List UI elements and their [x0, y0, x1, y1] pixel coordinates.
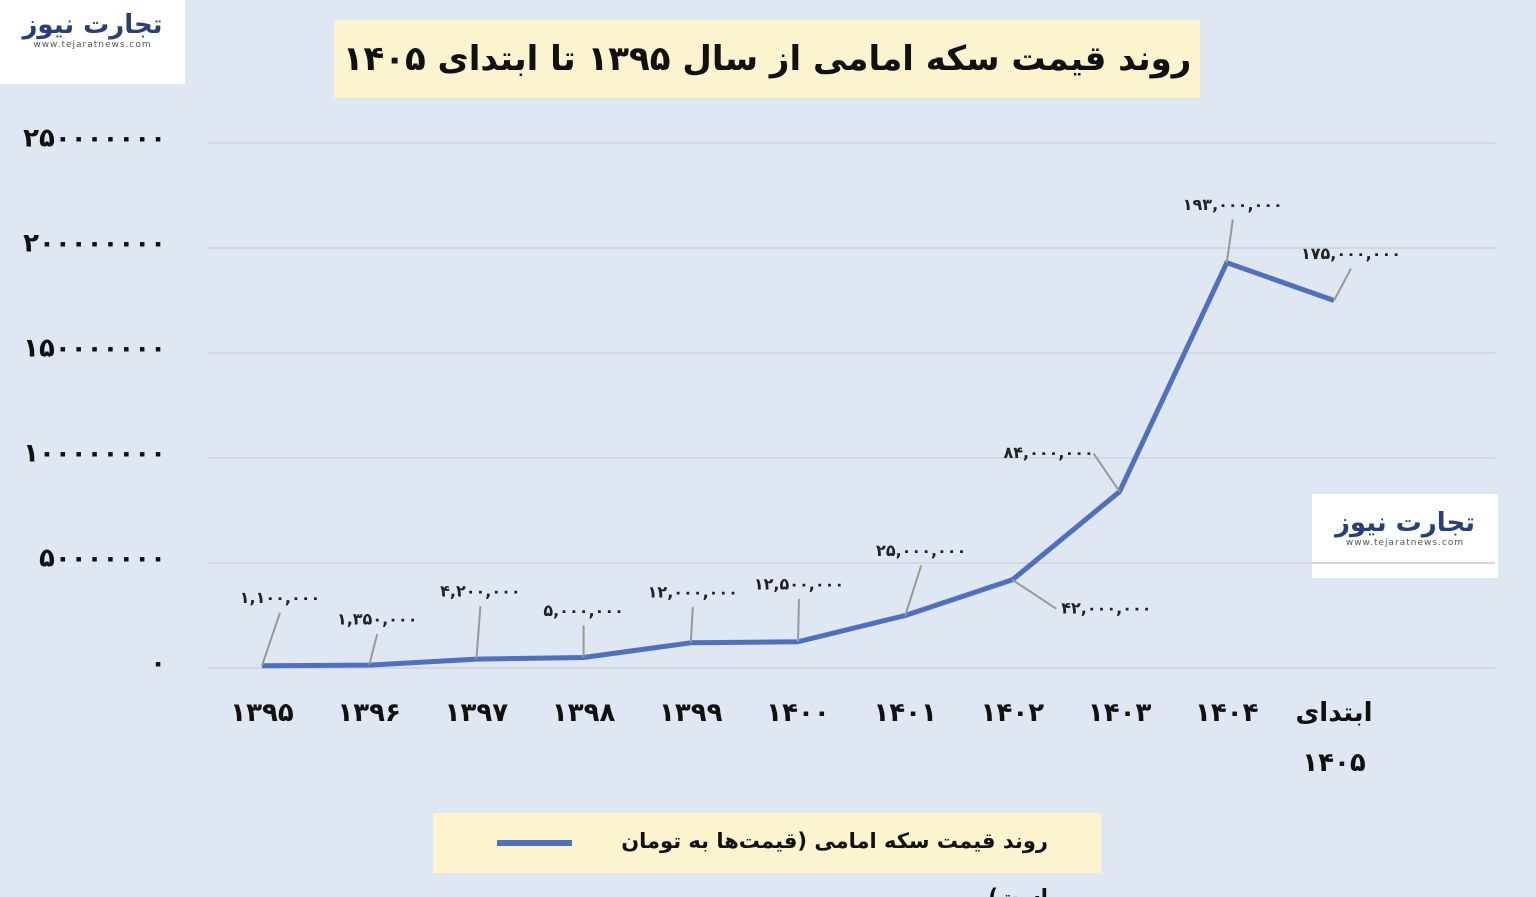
legend-label: روند قیمت سکه امامی (قیمت‌ها به تومان اس… [621, 829, 1048, 897]
y-tick-label: ۵۰۰۰۰۰۰۰ [39, 544, 166, 574]
data-label: ۸۴,۰۰۰,۰۰۰ [1003, 443, 1093, 462]
x-tick-label: ۱۴۰۲ [980, 698, 1045, 728]
x-tick-label: ۱۴۰۴ [1195, 698, 1259, 728]
data-label: ۲۵,۰۰۰,۰۰۰ [876, 541, 966, 560]
leader-line [797, 598, 800, 642]
x-tick-label: ۱۳۹۸ [551, 698, 616, 728]
x-tick-label: ابتدای ۱۴۰۵ [1295, 698, 1373, 778]
data-label: ۱۲,۰۰۰,۰۰۰ [648, 582, 738, 601]
y-tick-label: ۰ [150, 649, 166, 679]
legend: روند قیمت سکه امامی (قیمت‌ها به تومان اس… [433, 813, 1101, 897]
y-tick-label: ۱۵۰۰۰۰۰۰۰ [23, 334, 166, 364]
y-tick-label: ۱۰۰۰۰۰۰۰۰ [23, 439, 166, 469]
leader-line [1092, 453, 1121, 493]
data-label: ۱,۱۰۰,۰۰۰ [240, 588, 321, 607]
y-tick-label: ۲۵۰۰۰۰۰۰۰ [23, 124, 166, 154]
data-label: ۱۹۳,۰۰۰,۰۰۰ [1183, 195, 1283, 214]
x-tick-label: ۱۴۰۱ [873, 698, 937, 728]
x-tick-label: ۱۴۰۰ [766, 698, 830, 728]
x-tick-label: ۱۴۰۳ [1087, 698, 1152, 728]
leader-line [1333, 268, 1352, 301]
leader-line [1011, 578, 1057, 610]
logo-name: تجارت نیوز [1334, 508, 1476, 538]
leader-line [475, 606, 482, 660]
data-label: ۱۷۵,۰۰۰,۰۰۰ [1301, 244, 1401, 263]
data-label: ۱۲,۵۰۰,۰۰۰ [754, 574, 844, 593]
logo-url: www.tejaratnews.com [33, 40, 152, 50]
leader-line [1225, 219, 1234, 263]
logo-name: تجارت نیوز [22, 10, 163, 40]
x-tick-label: ۱۳۹۵ [230, 698, 294, 728]
logo-url: www.tejaratnews.com [1345, 538, 1465, 548]
x-tick-label: ۱۳۹۹ [659, 698, 723, 728]
leader-line [261, 612, 281, 667]
data-label: ۱,۳۵۰,۰۰۰ [337, 610, 418, 629]
y-tick-label: ۲۰۰۰۰۰۰۰۰ [23, 229, 166, 259]
data-label: ۴,۲۰۰,۰۰۰ [440, 582, 521, 601]
data-label: ۵,۰۰۰,۰۰۰ [543, 601, 624, 620]
logo-top: تجارت نیوز www.tejaratnews.com [0, 0, 185, 84]
line [261, 260, 1335, 669]
x-tick-label: ۱۳۹۶ [337, 698, 401, 728]
chart-title: روند قیمت سکه امامی از سال ۱۳۹۵ تا ابتدا… [334, 20, 1200, 98]
leader-line [689, 606, 694, 643]
x-tick-label: ۱۳۹۷ [444, 698, 509, 728]
leader-line [368, 633, 379, 666]
legend-swatch [497, 840, 572, 846]
logo-side: تجارت نیوز www.tejaratnews.com [1312, 494, 1498, 578]
data-label: ۴۲,۰۰۰,۰۰۰ [1061, 598, 1151, 617]
leader-line [904, 565, 923, 616]
